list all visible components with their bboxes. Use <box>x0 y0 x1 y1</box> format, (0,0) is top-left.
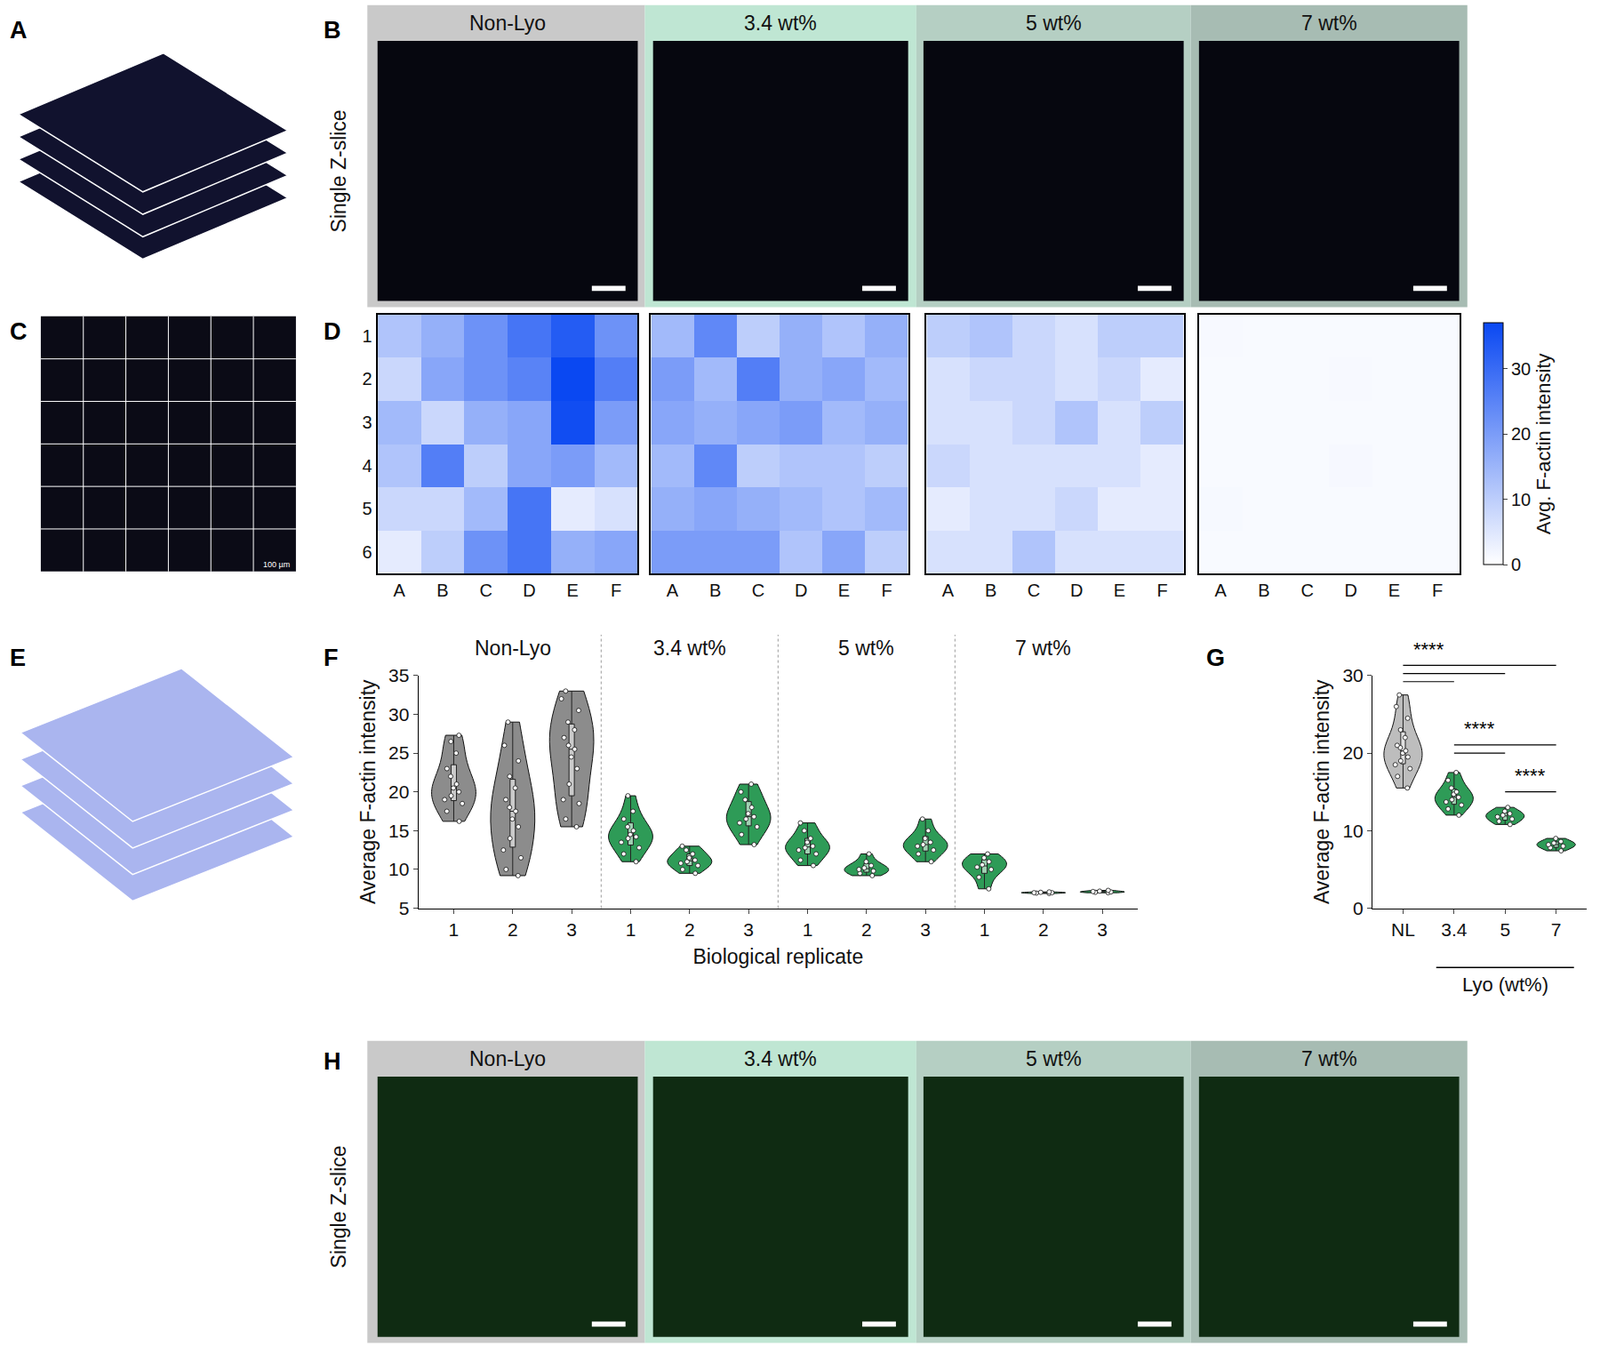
svg-text:E: E <box>9 644 26 672</box>
svg-text:3: 3 <box>1096 919 1108 940</box>
svg-text:A: A <box>666 580 680 600</box>
svg-text:100 µm: 100 µm <box>263 560 290 569</box>
svg-text:3.4 wt%: 3.4 wt% <box>744 11 817 35</box>
svg-text:35: 35 <box>388 664 409 686</box>
svg-text:1: 1 <box>625 919 637 940</box>
svg-text:B: B <box>323 16 342 44</box>
svg-text:C: C <box>1027 580 1040 600</box>
svg-text:15: 15 <box>388 820 409 841</box>
svg-text:Lyo (wt%): Lyo (wt%) <box>1462 973 1549 996</box>
svg-text:5: 5 <box>362 498 373 519</box>
svg-text:7 wt%: 7 wt% <box>1301 11 1358 35</box>
svg-text:Average F-actin intensity: Average F-actin intensity <box>356 679 380 904</box>
svg-text:E: E <box>1113 580 1126 600</box>
svg-text:5 wt%: 5 wt% <box>838 636 895 660</box>
svg-text:1: 1 <box>362 326 373 346</box>
svg-text:0: 0 <box>1352 897 1364 919</box>
svg-text:7 wt%: 7 wt% <box>1301 1047 1358 1071</box>
svg-text:10: 10 <box>388 858 409 880</box>
svg-text:A: A <box>942 580 955 600</box>
svg-text:Biological replicate: Biological replicate <box>692 944 864 968</box>
svg-text:4: 4 <box>362 456 373 476</box>
svg-text:20: 20 <box>388 781 409 802</box>
svg-text:5 wt%: 5 wt% <box>1025 11 1082 35</box>
svg-text:3: 3 <box>920 919 931 940</box>
svg-text:1: 1 <box>448 919 460 940</box>
svg-text:C: C <box>1301 580 1314 600</box>
svg-text:E: E <box>567 580 579 600</box>
svg-text:3: 3 <box>566 919 577 940</box>
svg-text:10: 10 <box>1511 489 1531 510</box>
svg-text:Non-Lyo: Non-Lyo <box>469 1047 546 1071</box>
svg-text:****: **** <box>1464 717 1496 740</box>
svg-text:3.4 wt%: 3.4 wt% <box>744 1047 817 1071</box>
svg-text:Single Z-slice: Single Z-slice <box>327 1144 351 1268</box>
svg-text:A: A <box>1215 580 1228 600</box>
svg-text:C: C <box>752 580 765 600</box>
svg-text:Non-Lyo: Non-Lyo <box>469 11 546 35</box>
svg-text:NL: NL <box>1391 919 1416 940</box>
svg-text:7: 7 <box>1551 919 1562 940</box>
svg-text:7 wt%: 7 wt% <box>1015 636 1072 660</box>
svg-text:25: 25 <box>388 742 409 763</box>
svg-text:Avg. F-actin intensity: Avg. F-actin intensity <box>1532 352 1555 535</box>
svg-text:F: F <box>323 644 339 672</box>
svg-text:20: 20 <box>1342 742 1363 763</box>
svg-text:F: F <box>1156 580 1168 600</box>
svg-text:A: A <box>9 16 28 44</box>
svg-text:F: F <box>1432 580 1443 600</box>
svg-text:****: **** <box>1514 764 1546 787</box>
svg-text:3: 3 <box>743 919 754 940</box>
svg-text:20: 20 <box>1511 424 1531 444</box>
svg-text:D: D <box>1070 580 1083 600</box>
svg-text:2: 2 <box>362 368 373 389</box>
svg-text:F: F <box>880 580 892 600</box>
svg-text:B: B <box>709 580 721 600</box>
svg-text:2: 2 <box>684 919 696 940</box>
svg-text:G: G <box>1206 644 1225 672</box>
svg-text:E: E <box>838 580 850 600</box>
svg-text:B: B <box>1257 580 1270 600</box>
svg-text:C: C <box>479 580 492 600</box>
svg-text:5: 5 <box>1499 919 1511 940</box>
svg-text:B: B <box>984 580 997 600</box>
svg-text:C: C <box>9 318 28 345</box>
svg-text:E: E <box>1388 580 1400 600</box>
svg-text:2: 2 <box>1038 919 1049 940</box>
svg-text:F: F <box>610 580 622 600</box>
svg-text:Single Z-slice: Single Z-slice <box>327 109 351 232</box>
svg-text:30: 30 <box>1342 664 1363 686</box>
svg-text:Non-Lyo: Non-Lyo <box>474 636 552 660</box>
svg-text:0: 0 <box>1511 554 1521 575</box>
svg-text:10: 10 <box>1342 820 1363 841</box>
svg-text:30: 30 <box>1511 359 1531 379</box>
svg-text:H: H <box>323 1048 342 1075</box>
svg-text:3: 3 <box>362 412 373 432</box>
svg-text:1: 1 <box>979 919 991 940</box>
svg-text:30: 30 <box>388 704 409 725</box>
svg-text:B: B <box>436 580 448 600</box>
svg-text:6: 6 <box>362 542 373 562</box>
svg-text:****: **** <box>1413 638 1445 661</box>
svg-text:2: 2 <box>507 919 519 940</box>
svg-text:A: A <box>392 580 406 600</box>
svg-text:5: 5 <box>399 897 410 919</box>
svg-text:Average F-actin intensity: Average F-actin intensity <box>1310 679 1334 904</box>
svg-text:1: 1 <box>802 919 814 940</box>
svg-text:3.4: 3.4 <box>1440 919 1468 940</box>
svg-text:2: 2 <box>861 919 872 940</box>
svg-text:D: D <box>794 580 808 600</box>
svg-text:D: D <box>522 580 536 600</box>
svg-text:3.4 wt%: 3.4 wt% <box>653 636 727 660</box>
svg-text:5 wt%: 5 wt% <box>1025 1047 1082 1071</box>
svg-text:D: D <box>1344 580 1357 600</box>
svg-text:D: D <box>323 318 342 345</box>
